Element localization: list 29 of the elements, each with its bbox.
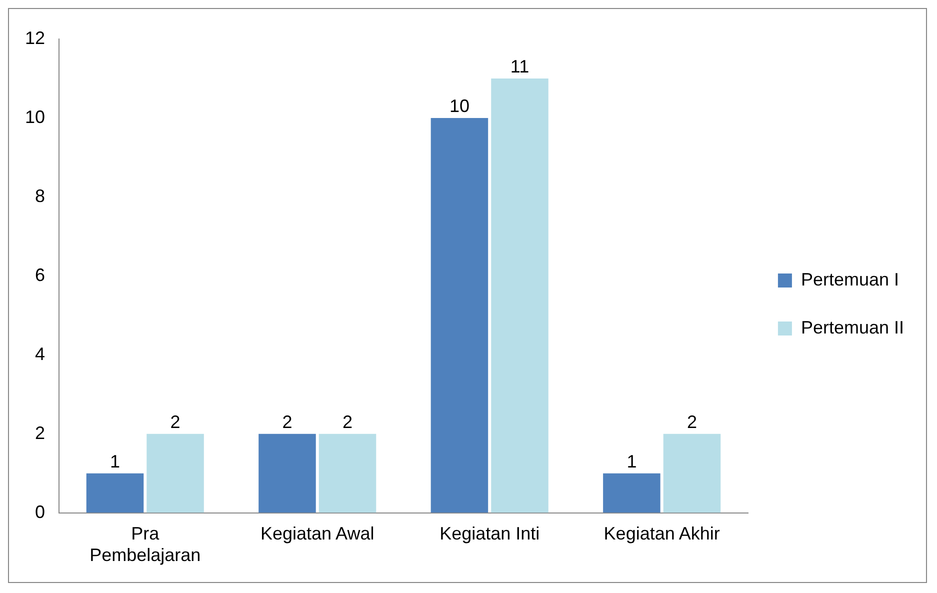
y-tick-label: 4: [35, 344, 46, 364]
data-label: 2: [686, 412, 697, 432]
bar: [430, 118, 488, 513]
y-tick-label: 2: [35, 422, 46, 443]
bar: [146, 434, 204, 513]
x-tick-label: Pra Pembelajaran: [90, 524, 201, 566]
legend-label: Pertemuan II: [800, 317, 904, 338]
bar: [491, 78, 548, 513]
data-label: 2: [342, 412, 353, 432]
x-tick-label: Kegiatan Inti: [440, 524, 540, 544]
bar: [258, 434, 316, 513]
data-label: 2: [170, 412, 180, 432]
y-tick-label: 12: [24, 28, 46, 48]
y-tick-label: 10: [24, 106, 46, 127]
legend-label: Pertemuan I: [800, 269, 900, 290]
y-tick-label: 0: [35, 502, 46, 522]
data-label: 1: [110, 451, 120, 472]
bar: [86, 473, 144, 513]
bar: [663, 434, 721, 513]
bar: [318, 434, 376, 513]
y-tick-label: 6: [35, 264, 46, 285]
data-label: 11: [510, 56, 530, 76]
data-label: 10: [449, 96, 470, 116]
bar: [603, 473, 660, 513]
data-label: 2: [282, 412, 292, 432]
data-label: 1: [626, 451, 637, 472]
y-tick-label: 8: [35, 186, 46, 206]
x-tick-label: Kegiatan Awal: [260, 524, 374, 544]
x-tick-label: Kegiatan Akhir: [604, 524, 720, 544]
